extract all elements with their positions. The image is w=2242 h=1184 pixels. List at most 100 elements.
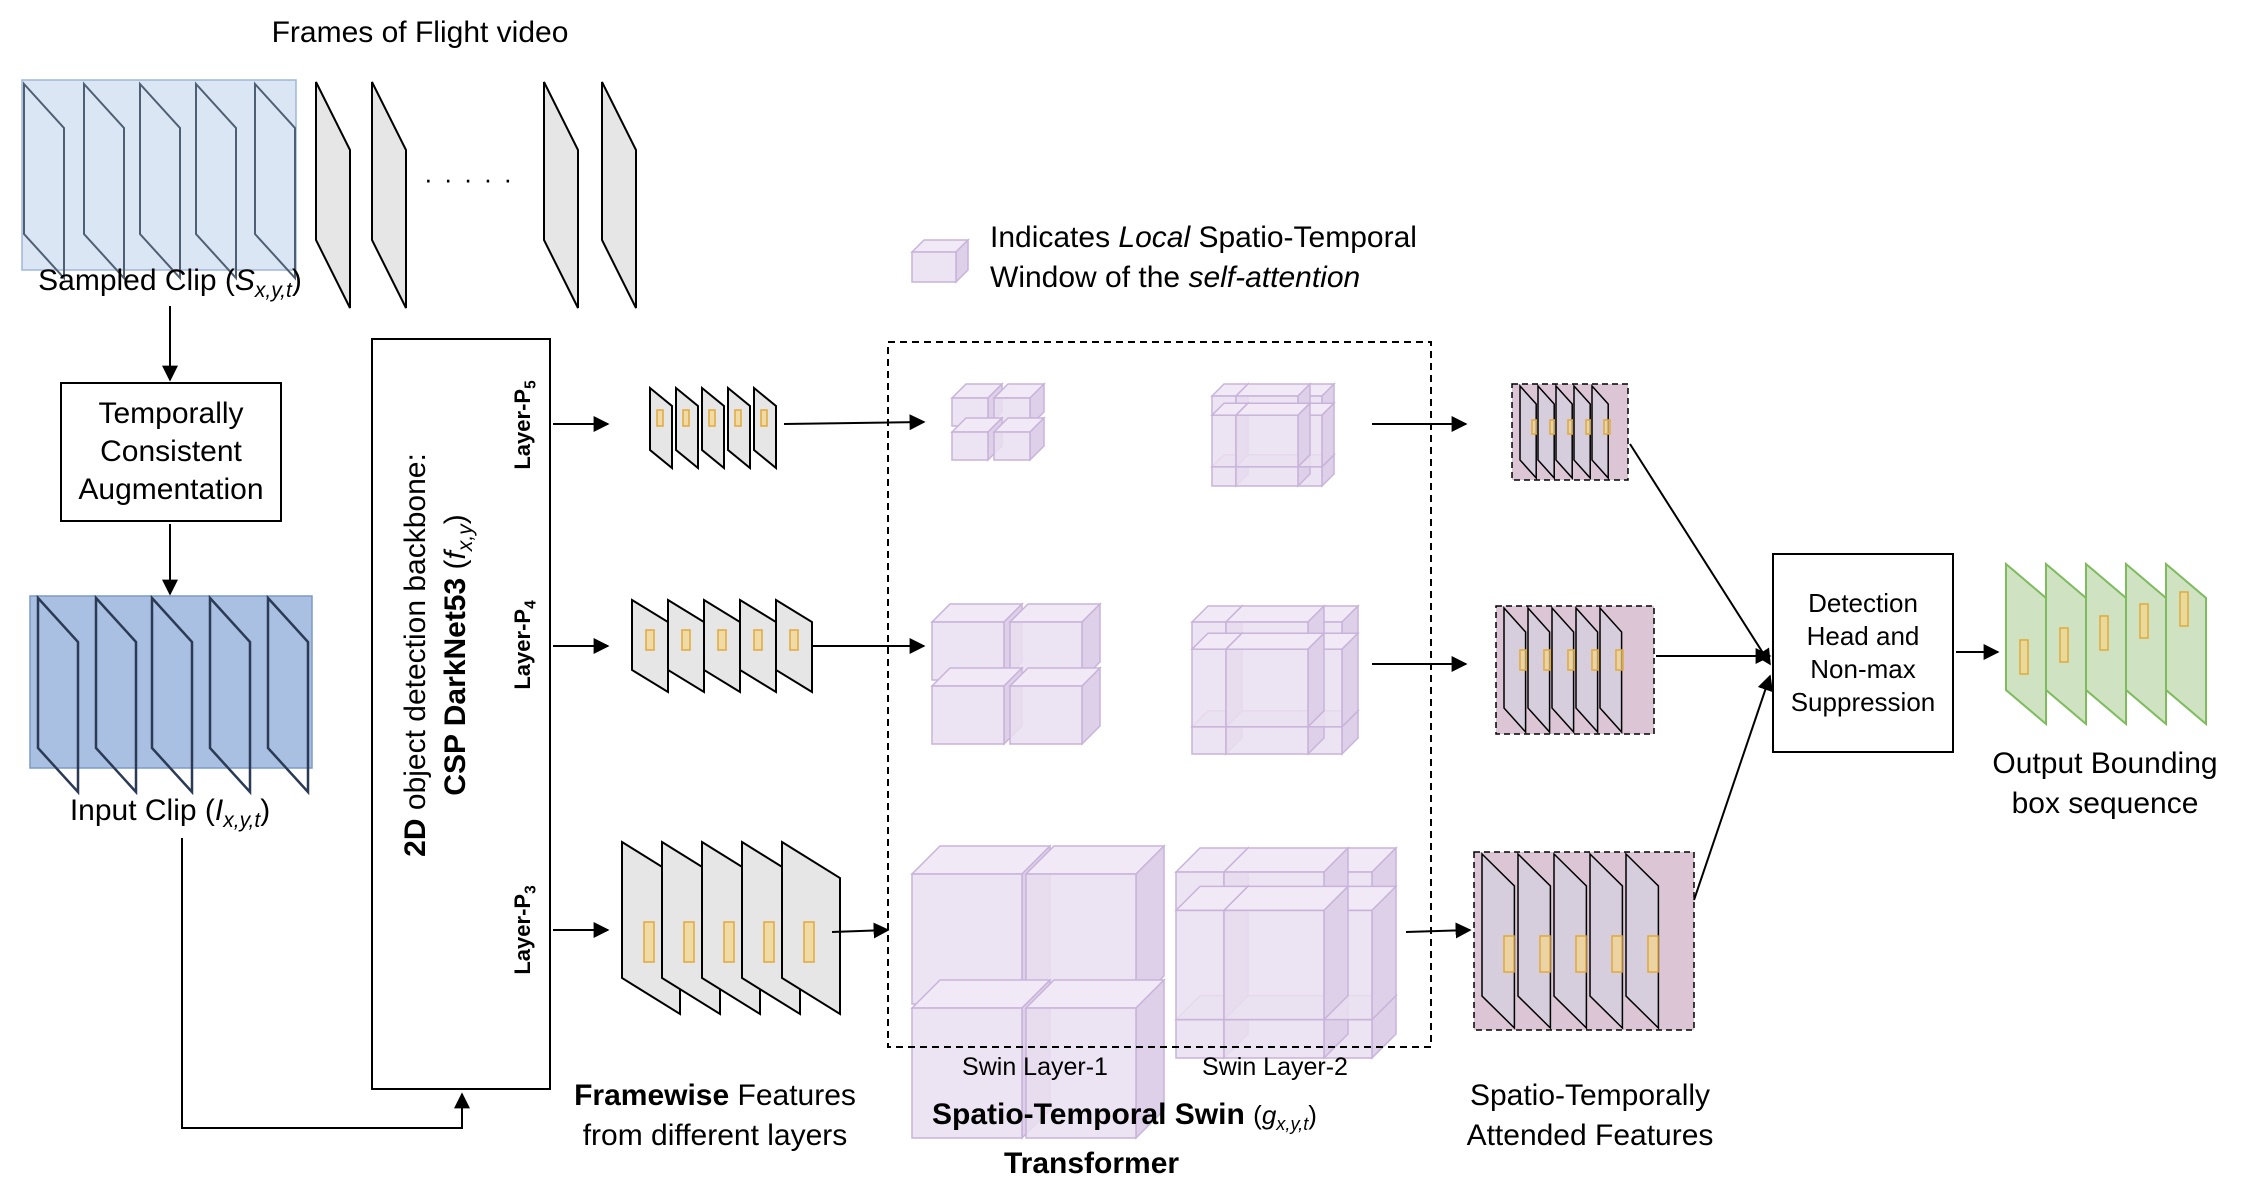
object-box xyxy=(708,409,716,427)
window-cube xyxy=(1222,884,1350,1022)
frames-title: Frames of Flight video xyxy=(271,16,569,49)
attended-frame xyxy=(1555,384,1573,480)
sampled-frame xyxy=(254,81,296,281)
augmentation-line2: Consistent xyxy=(100,435,242,468)
object-box xyxy=(645,629,655,651)
feature-map xyxy=(675,385,699,471)
object-box xyxy=(1567,649,1576,671)
window-cube xyxy=(1234,401,1312,469)
object-box xyxy=(1591,649,1600,671)
object-box xyxy=(1615,649,1624,671)
object-box xyxy=(760,409,768,427)
input-frame xyxy=(150,594,194,796)
cube-front xyxy=(1025,1007,1137,1139)
window-cube xyxy=(1008,666,1102,746)
object-box xyxy=(656,409,664,427)
cube-front xyxy=(1225,726,1309,755)
object-box xyxy=(1539,935,1551,973)
attended-frame xyxy=(1573,384,1591,480)
object-box xyxy=(682,409,690,427)
cube-front xyxy=(911,1007,1023,1139)
object-box xyxy=(1519,649,1528,671)
feature-map xyxy=(727,385,751,471)
augmentation-line1: Temporally xyxy=(98,397,244,430)
object-box xyxy=(1575,935,1587,973)
sampled-frame xyxy=(195,81,237,281)
video-frame xyxy=(543,81,579,309)
output-frame xyxy=(2165,561,2207,727)
video-frame xyxy=(601,81,637,309)
object-box xyxy=(1503,935,1515,973)
object-box xyxy=(1531,419,1539,435)
object-box xyxy=(2099,615,2109,651)
cube-side xyxy=(1321,401,1335,469)
object-box xyxy=(723,921,735,963)
input-frame xyxy=(94,594,138,796)
temporal-augmentation-box: Temporally Consistent Augmentation xyxy=(60,382,282,522)
object-box xyxy=(1549,419,1557,435)
object-box xyxy=(683,921,695,963)
window-cube xyxy=(1224,631,1326,729)
cube-front xyxy=(1175,909,1225,1021)
cube-top xyxy=(1224,605,1326,623)
object-box xyxy=(2059,627,2069,663)
backbone-label: 2D object detection backbone: CSP DarkNe… xyxy=(399,453,477,857)
output-caption: Output Bounding box sequence xyxy=(1992,747,2218,820)
feature-map xyxy=(649,385,673,471)
cube-front xyxy=(1223,1018,1325,1059)
arrow-p5-to-swin xyxy=(783,414,926,431)
cube-front xyxy=(1211,414,1237,468)
input-clip-label: Input Clip (Ix,y,t) xyxy=(69,794,271,832)
layer-p5-label: Layer-P5 xyxy=(510,380,540,470)
object-box xyxy=(1603,419,1611,435)
input-frame xyxy=(266,594,310,796)
object-box xyxy=(717,629,727,651)
detection-head-box: Detection Head and Non-max Suppression xyxy=(1772,553,1954,753)
object-box xyxy=(1647,935,1659,973)
attended-frame xyxy=(1503,606,1527,734)
feature-map xyxy=(701,385,725,471)
sampled-frame xyxy=(139,81,181,281)
arrow-input-to-backbone xyxy=(181,838,470,1129)
cube-top xyxy=(1224,632,1326,650)
object-box xyxy=(763,921,775,963)
cube-front xyxy=(993,431,1031,461)
object-box xyxy=(753,629,763,651)
feature-map xyxy=(753,385,777,471)
window-cube xyxy=(930,666,1024,746)
video-frame xyxy=(315,81,351,309)
object-box xyxy=(734,409,742,427)
cube-side xyxy=(1371,884,1397,1022)
attended-frame xyxy=(1527,606,1551,734)
arrow-swin-p3-out xyxy=(1405,922,1472,939)
ellipsis: · · · · · xyxy=(424,164,515,194)
layer-p4-label: Layer-P4 xyxy=(510,600,540,690)
attended-caption: Spatio-Temporally Attended Features xyxy=(1466,1079,1714,1152)
object-box xyxy=(2139,603,2149,639)
object-box xyxy=(2019,639,2029,675)
object-box xyxy=(1567,419,1575,435)
cube-front xyxy=(1211,466,1237,487)
attended-frame xyxy=(1517,852,1552,1030)
attended-frame xyxy=(1589,852,1624,1030)
cube-front xyxy=(951,431,989,461)
cube-front xyxy=(911,251,957,283)
cube-front xyxy=(1009,685,1083,745)
arrow-p3-to-detection xyxy=(1693,674,1773,901)
arrow-p5-to-detection xyxy=(1629,443,1771,666)
attended-frame xyxy=(1537,384,1555,480)
object-box xyxy=(1585,419,1593,435)
cube-front xyxy=(1223,909,1325,1021)
cube-side xyxy=(1341,631,1359,729)
arrow-p3-to-swin xyxy=(831,922,890,939)
input-frame xyxy=(36,594,80,796)
object-box xyxy=(1543,649,1552,671)
swin-caption: Spatio-Temporal Swin (gx,y,t) Transforme… xyxy=(932,1098,1317,1181)
object-box xyxy=(2179,591,2189,627)
attended-frame xyxy=(1591,384,1609,480)
attended-frame xyxy=(1599,606,1623,734)
swin-layer-1-label: Swin Layer-1 xyxy=(962,1053,1108,1081)
window-cube xyxy=(1024,978,1166,1140)
